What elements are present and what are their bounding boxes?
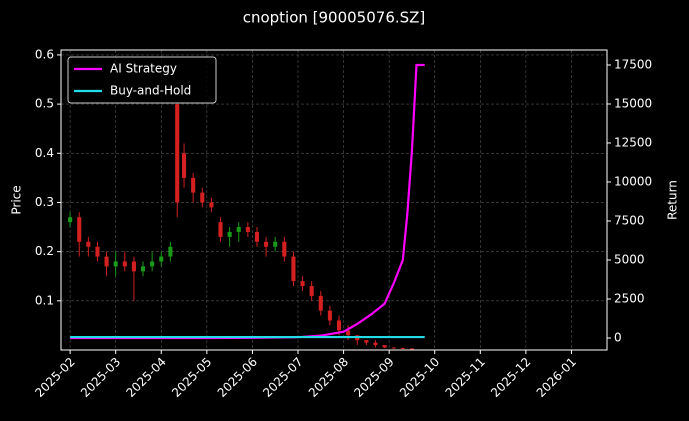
y-tick-label: 0.6	[35, 47, 54, 61]
candle-body	[200, 192, 205, 203]
candle-body	[327, 310, 332, 321]
candle-body	[364, 340, 369, 343]
y-tick-label: 0.2	[35, 244, 54, 258]
candle-body	[95, 246, 100, 257]
candle-body	[191, 177, 196, 193]
candle-body	[300, 281, 305, 287]
candle-body	[122, 261, 127, 267]
candle-body	[382, 345, 387, 348]
candle-body	[104, 256, 109, 267]
candle-body	[140, 266, 146, 272]
x-tick-label: 2025-06	[215, 355, 260, 400]
candle-body	[218, 222, 223, 237]
candle-body	[400, 348, 405, 350]
y-tick-label: 0.4	[35, 146, 54, 160]
candle-body	[282, 241, 287, 257]
candle-body	[159, 256, 164, 262]
candle-body	[373, 342, 378, 346]
candle-body	[168, 246, 173, 257]
y2-tick-label: 0	[614, 330, 622, 344]
candle-body	[336, 320, 342, 331]
candle-body	[113, 261, 118, 267]
plot-frame	[60, 49, 608, 351]
y2-tick-label: 5000	[614, 252, 645, 266]
x-tick-label: 2025-02	[32, 355, 77, 400]
x-tick-label: 2025-08	[306, 355, 351, 400]
x-tick-label: 2025-11	[443, 355, 488, 400]
candle-body	[209, 202, 214, 208]
candle-body	[182, 153, 187, 178]
candle-body	[318, 295, 323, 311]
candle-body	[273, 241, 278, 247]
y2-tick-label: 17500	[614, 57, 652, 71]
x-tick-label: 2025-09	[351, 355, 396, 400]
candle-body	[264, 241, 269, 247]
candle-body	[309, 286, 314, 296]
x-tick-label: 2025-07	[260, 355, 305, 400]
legend-label: Buy-and-Hold	[110, 84, 191, 98]
candle-body	[150, 261, 155, 267]
candle-body	[254, 231, 260, 242]
y2-axis-label: Return	[666, 180, 680, 220]
candle-body	[391, 347, 396, 349]
x-tick-label: 2025-12	[488, 355, 533, 400]
candle-body	[409, 348, 414, 350]
y-axis-label: Price	[10, 185, 24, 214]
y2-tick-label: 7500	[614, 213, 645, 227]
x-tick-label: 2025-05	[169, 355, 214, 400]
y2-tick-label: 10000	[614, 174, 652, 188]
candle-body	[131, 261, 136, 272]
y2-tick-label: 15000	[614, 96, 652, 110]
y2-tick-label: 12500	[614, 135, 652, 149]
legend-box	[67, 56, 217, 104]
candle-body	[245, 227, 250, 232]
chart-title: cnoption [90005076.SZ]	[243, 9, 426, 27]
candle-body	[175, 104, 180, 203]
y-tick-label: 0.1	[35, 293, 54, 307]
candle-body	[236, 227, 241, 232]
candle-body	[86, 241, 91, 247]
x-tick-label: 2025-03	[78, 355, 123, 400]
y-tick-label: 0.5	[35, 97, 54, 111]
line-series	[70, 63, 425, 340]
candle-body	[227, 231, 232, 237]
y-tick-label: 0.3	[35, 195, 54, 209]
legend-label: AI Strategy	[110, 62, 177, 76]
x-tick-label: 2025-10	[397, 355, 442, 400]
x-tick-label: 2025-04	[124, 355, 169, 400]
y2-tick-label: 2500	[614, 291, 645, 305]
candle-body	[346, 330, 351, 336]
candle-body	[68, 217, 73, 223]
candle-body	[291, 256, 296, 282]
x-tick-label: 2026-01	[534, 355, 579, 400]
candle-body	[77, 217, 82, 242]
